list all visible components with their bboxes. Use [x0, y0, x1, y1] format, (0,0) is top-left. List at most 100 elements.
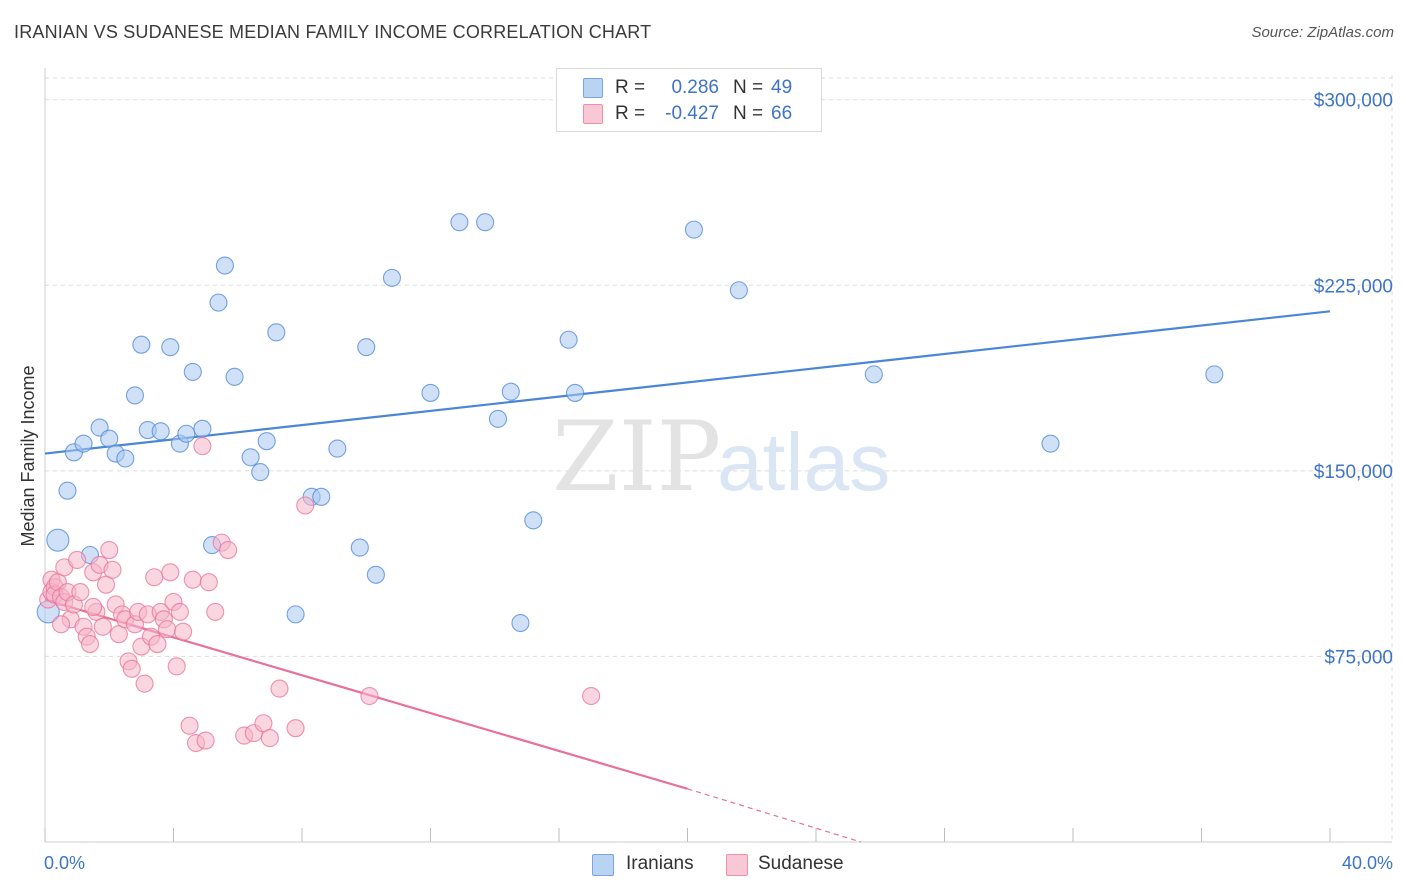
legend-swatch-sudanese: [583, 104, 603, 124]
data-point-sudanese: [206, 602, 225, 621]
correlation-legend: R = 0.286 N = 49 R = -0.427 N = 66: [556, 68, 822, 132]
data-point-iranians: [267, 323, 286, 342]
data-point-sudanese: [161, 563, 180, 582]
legend-n-value: 49: [771, 77, 793, 98]
data-point-iranians: [684, 220, 703, 239]
data-point-iranians: [193, 419, 212, 438]
x-tick-labels: 0.0% 40.0%: [44, 853, 1393, 873]
data-point-sudanese: [193, 437, 212, 456]
data-point-sudanese: [52, 615, 71, 634]
data-point-iranians: [421, 383, 440, 402]
data-point-sudanese: [167, 657, 186, 676]
x-tick-label-max: 40.0%: [1342, 853, 1393, 873]
data-point-iranians: [225, 367, 244, 386]
data-point-iranians: [116, 449, 135, 468]
data-point-sudanese: [270, 679, 289, 698]
data-point-iranians: [46, 528, 70, 552]
data-point-iranians: [209, 293, 228, 312]
data-point-iranians: [177, 424, 196, 443]
legend-n-label: N =: [733, 103, 764, 124]
trend-lines: [44, 310, 1331, 843]
legend-r-value: 0.286: [671, 77, 719, 98]
data-point-iranians: [566, 383, 585, 402]
data-point-sudanese: [180, 716, 199, 735]
watermark-atlas: atlas: [717, 417, 890, 508]
data-point-sudanese: [219, 540, 238, 560]
data-point-iranians: [357, 338, 376, 357]
data-point-sudanese: [84, 597, 103, 617]
data-point-sudanese: [103, 560, 122, 579]
data-point-iranians: [366, 565, 385, 584]
data-point-sudanese: [183, 570, 202, 589]
data-point-iranians: [524, 511, 543, 530]
trend-line-iranians: [44, 310, 1331, 455]
legend-n-label: N =: [733, 77, 764, 98]
data-point-iranians: [251, 463, 270, 482]
data-point-iranians: [132, 335, 151, 354]
data-point-iranians: [328, 439, 347, 458]
legend-row-sudanese: R = -0.427 N = 66: [557, 101, 821, 127]
axes: [44, 68, 1392, 843]
bottom-legend-swatch-sudanese: [726, 854, 748, 876]
data-point-sudanese: [71, 583, 90, 602]
data-point-iranians: [257, 432, 276, 451]
data-point-iranians: [382, 268, 402, 287]
data-point-sudanese: [286, 719, 305, 738]
data-point-sudanese: [174, 622, 193, 641]
y-axis-label: Median Family Income: [18, 365, 38, 546]
data-point-iranians: [74, 434, 93, 453]
data-point-iranians: [286, 605, 305, 624]
data-point-iranians: [183, 362, 202, 381]
data-point-iranians: [350, 538, 369, 557]
legend-r-label: R =: [615, 77, 646, 98]
data-point-sudanese: [122, 659, 141, 678]
legend-r-value: -0.427: [665, 103, 719, 124]
watermark-zip: ZIP: [552, 401, 721, 513]
x-tick-label-min: 0.0%: [44, 853, 85, 873]
data-point-sudanese: [360, 686, 379, 706]
data-points: [36, 213, 1224, 753]
data-point-sudanese: [135, 674, 154, 693]
source-credit: Source: ZipAtlas.com: [1251, 24, 1394, 41]
data-point-iranians: [1041, 434, 1060, 453]
chart-title: IRANIAN VS SUDANESE MEDIAN FAMILY INCOME…: [14, 22, 652, 42]
data-point-sudanese: [260, 729, 279, 748]
data-point-iranians: [58, 481, 77, 500]
data-point-iranians: [511, 613, 530, 633]
trend-line-extension-sudanese: [687, 788, 862, 843]
data-point-sudanese: [296, 496, 315, 515]
bottom-legend-swatch-iranians: [592, 854, 614, 876]
y-tick-label: $150,000: [1314, 462, 1393, 483]
data-point-iranians: [1205, 365, 1224, 384]
data-point-iranians: [864, 365, 883, 384]
data-point-iranians: [476, 213, 495, 232]
data-point-iranians: [241, 448, 260, 467]
data-point-iranians: [501, 382, 520, 401]
bottom-legend-label-iranians: Iranians: [626, 853, 694, 874]
data-point-iranians: [151, 422, 170, 441]
data-point-sudanese: [100, 540, 119, 560]
data-point-iranians: [125, 386, 144, 405]
legend-row-iranians: R = 0.286 N = 49: [557, 75, 821, 101]
data-point-sudanese: [158, 620, 177, 639]
y-tick-label: $75,000: [1324, 647, 1393, 668]
data-point-sudanese: [93, 617, 112, 636]
data-point-sudanese: [582, 686, 601, 706]
data-point-iranians: [215, 256, 234, 275]
legend-swatch-iranians: [583, 78, 603, 98]
y-tick-labels: $75,000 $150,000 $225,000 $300,000: [1314, 91, 1393, 669]
data-point-sudanese: [68, 550, 87, 569]
watermark: ZIP atlas: [552, 401, 890, 513]
y-tick-label: $300,000: [1314, 91, 1393, 112]
data-point-sudanese: [145, 568, 164, 587]
legend-n-value: 66: [771, 103, 793, 124]
data-point-iranians: [450, 213, 469, 232]
bottom-legend-label-sudanese: Sudanese: [758, 853, 844, 874]
data-point-sudanese: [196, 731, 215, 750]
data-point-iranians: [729, 281, 748, 300]
data-point-sudanese: [170, 602, 189, 621]
data-point-sudanese: [80, 635, 100, 654]
data-point-iranians: [312, 487, 331, 506]
data-point-iranians: [559, 330, 578, 349]
